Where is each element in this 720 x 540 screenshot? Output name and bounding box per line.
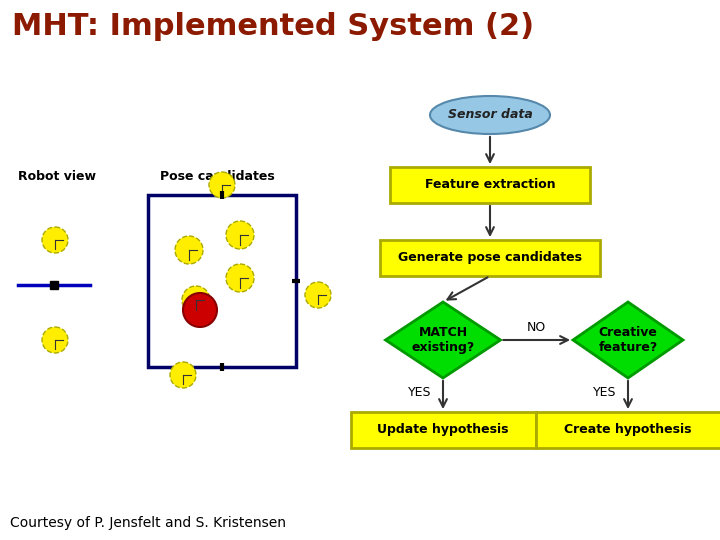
FancyBboxPatch shape — [351, 412, 536, 448]
Polygon shape — [573, 302, 683, 378]
Text: YES: YES — [593, 386, 616, 399]
Circle shape — [170, 362, 196, 388]
Circle shape — [226, 264, 254, 292]
Text: Courtesy of P. Jensfelt and S. Kristensen: Courtesy of P. Jensfelt and S. Kristense… — [10, 516, 286, 530]
Text: MHT: Implemented System (2): MHT: Implemented System (2) — [12, 12, 534, 41]
Text: Robot view: Robot view — [18, 170, 96, 183]
Text: YES: YES — [408, 386, 431, 399]
Polygon shape — [385, 302, 500, 378]
Text: Feature extraction: Feature extraction — [425, 179, 555, 192]
Text: Creative
feature?: Creative feature? — [598, 326, 657, 354]
FancyBboxPatch shape — [380, 240, 600, 276]
Text: Sensor data: Sensor data — [448, 109, 532, 122]
Text: NO: NO — [526, 321, 546, 334]
Circle shape — [42, 227, 68, 253]
Circle shape — [209, 172, 235, 198]
Circle shape — [182, 286, 210, 314]
Ellipse shape — [430, 96, 550, 134]
Circle shape — [183, 293, 217, 327]
Text: MATCH
existing?: MATCH existing? — [411, 326, 474, 354]
Circle shape — [42, 327, 68, 353]
Circle shape — [305, 282, 331, 308]
Text: Generate pose candidates: Generate pose candidates — [398, 252, 582, 265]
Text: Create hypothesis: Create hypothesis — [564, 423, 692, 436]
Circle shape — [175, 236, 203, 264]
Circle shape — [226, 221, 254, 249]
Text: Pose candidates: Pose candidates — [160, 170, 275, 183]
FancyBboxPatch shape — [390, 167, 590, 203]
Text: Update hypothesis: Update hypothesis — [377, 423, 509, 436]
FancyBboxPatch shape — [148, 195, 296, 367]
FancyBboxPatch shape — [536, 412, 720, 448]
